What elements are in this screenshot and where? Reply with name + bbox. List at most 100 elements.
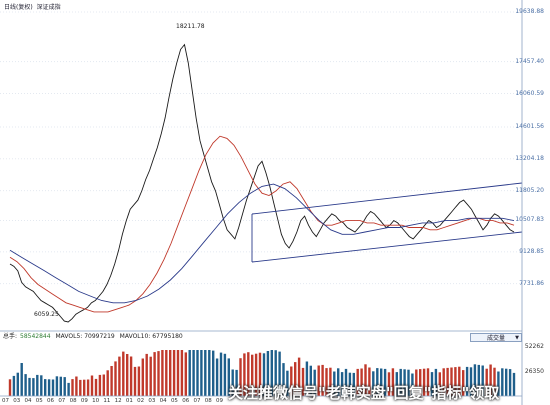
volume-bar [122,351,125,396]
volume-bar [67,382,70,396]
price-tick-label: 11805.20 [515,186,544,194]
volume-bar [395,372,398,396]
time-tick-label: 09 [216,398,223,404]
volume-bar [129,356,133,396]
volume-indicator-button[interactable]: 成交量 ▼ [470,333,522,342]
volume-bar [157,351,160,396]
volume-bar [344,368,348,396]
volume-bar [454,367,457,396]
price-tick-label: 7731.86 [519,279,544,287]
volume-bar [204,350,207,396]
volume-bar [501,368,504,396]
volume-bar [86,379,90,396]
volume-bar [71,379,74,396]
price-series-layer [9,43,515,323]
watermark-text: 关注推微信号"老韩实盘"回复"指标"领取 [228,384,500,402]
price-tick-label: 16060.59 [515,89,544,97]
volume-bar [364,364,367,396]
volume-bar [176,350,180,396]
volume-bar [239,358,242,396]
volume-bar [172,350,176,396]
volume-bar [321,364,324,396]
volume-bar [434,368,438,396]
volume-bar [20,363,23,396]
time-tick-label: 04 [159,398,167,404]
channel-lower-line [251,231,523,263]
volume-bar [352,372,355,396]
low-annotation: 6059.25 [34,311,59,318]
volume-total: 58542844 [20,333,51,340]
volume-bar [254,353,258,396]
time-tick-label: 08 [204,398,212,404]
volume-bar [161,350,164,396]
volume-bar [24,374,27,396]
volume-bar [438,372,441,396]
volume-bar [462,370,465,396]
volume-bar [485,368,488,396]
volume-bar [243,353,246,396]
channel-upper-line [251,182,523,215]
volume-bar [235,369,238,396]
volume-bar [497,371,500,396]
volume-bar [32,378,35,396]
volume-bar [165,350,168,396]
volume-bar [83,379,86,396]
time-tick-label: 05 [170,398,178,404]
volume-bar [137,366,141,396]
volume-bar [391,368,395,396]
volume-bar [294,362,297,396]
volume-bar [126,354,129,396]
volume-bar [512,372,516,396]
volume-bar [465,366,469,396]
volume-bar [184,352,187,396]
volume-bar [450,367,453,396]
volume-bar [442,368,445,396]
volume-bar [153,352,156,396]
volume-bar [356,368,359,396]
volume-bar [106,370,109,396]
volume-bar [188,350,191,396]
volume-bar [340,372,344,396]
time-tick-label: 07 [58,398,66,404]
volume-bar [208,350,211,396]
trend-channel [251,182,523,263]
volume-bar [63,377,66,396]
volume-bar [145,353,148,396]
volume-indicator-label: 成交量 [486,335,505,342]
volume-bar [274,350,277,396]
volume-bar [223,353,227,396]
volume-bar [231,369,234,396]
volume-bar [469,367,473,396]
volume-bar [329,367,332,396]
time-tick-label: 10 [92,398,100,404]
period-label: 日线(复权) [4,4,33,11]
time-tick-label: 07 [2,398,9,404]
volume-bar [36,374,39,396]
volume-bar [8,379,12,396]
time-tick-label: 11 [103,398,111,404]
time-tick-label: 02 [137,398,145,404]
volume-bar [399,368,402,396]
price-tick-label: 10507.83 [515,216,544,224]
volume-bar [309,365,312,396]
volume-bar [372,371,375,396]
volume-bar [12,375,16,396]
volume-bar [505,368,508,396]
volume-bar [477,364,480,396]
price-tick-label: 9128.85 [519,247,544,255]
volume-bar [215,358,219,396]
ma-long-line [9,183,515,304]
volume-bar [270,350,273,396]
price-line [9,43,515,323]
time-tick-label: 09 [80,398,88,404]
volume-bar [376,368,379,396]
time-tick-label: 03 [13,398,21,404]
volume-bar [286,370,289,396]
volume-bar [508,369,512,396]
volume-bar [28,377,31,396]
time-tick-label: 05 [35,398,43,404]
volume-bar [133,366,137,396]
volume-bar [301,367,305,396]
volume-bar [426,368,430,396]
